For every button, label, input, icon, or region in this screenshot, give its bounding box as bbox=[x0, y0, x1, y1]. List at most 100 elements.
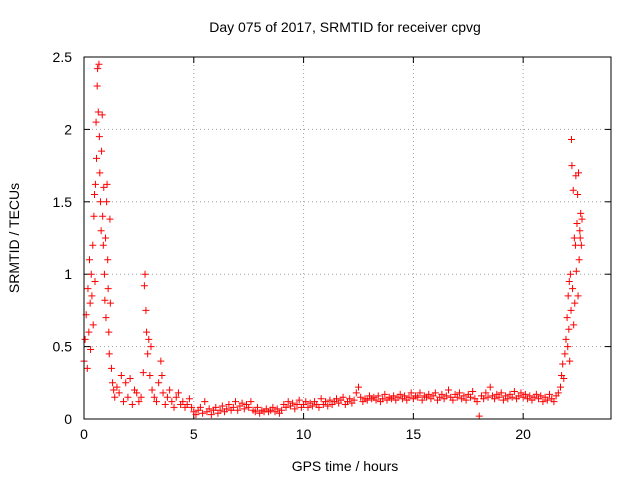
data-point bbox=[97, 227, 105, 235]
data-point bbox=[269, 403, 277, 411]
data-point bbox=[188, 403, 196, 411]
data-point bbox=[109, 379, 117, 387]
data-point bbox=[192, 411, 200, 419]
data-point bbox=[140, 282, 148, 290]
data-point bbox=[566, 270, 574, 278]
data-point bbox=[480, 395, 488, 403]
data-point bbox=[144, 350, 152, 358]
data-point bbox=[245, 403, 253, 411]
data-point bbox=[161, 401, 169, 409]
data-point bbox=[566, 357, 574, 365]
data-point bbox=[199, 409, 207, 417]
data-point bbox=[94, 65, 102, 73]
data-point bbox=[234, 406, 242, 414]
data-point bbox=[363, 396, 371, 404]
data-point bbox=[521, 390, 529, 398]
data-point bbox=[510, 387, 518, 395]
data-point bbox=[98, 147, 106, 155]
data-point bbox=[103, 180, 111, 188]
data-point bbox=[289, 399, 297, 407]
data-point bbox=[106, 299, 114, 307]
data-point bbox=[95, 60, 103, 68]
data-point bbox=[183, 401, 191, 409]
data-point bbox=[574, 191, 582, 199]
data-point bbox=[83, 364, 91, 372]
data-point bbox=[253, 403, 261, 411]
axis-ticks: 0 5 10 15 20 0 0.5 1 1.5 2 2.5 bbox=[53, 49, 611, 442]
data-point bbox=[381, 390, 389, 398]
data-point bbox=[339, 393, 347, 401]
x-tick-label: 5 bbox=[190, 426, 198, 442]
data-point bbox=[504, 395, 512, 403]
data-point bbox=[166, 386, 174, 394]
data-point bbox=[142, 306, 150, 314]
data-point bbox=[308, 402, 316, 410]
data-point bbox=[460, 392, 468, 400]
data-point bbox=[563, 314, 571, 322]
data-point bbox=[372, 396, 380, 404]
data-point bbox=[91, 277, 99, 285]
data-point bbox=[569, 186, 577, 194]
chart-title: Day 075 of 2017, SRMTID for receiver cpv… bbox=[209, 19, 481, 35]
data-point bbox=[232, 398, 240, 406]
data-point bbox=[107, 364, 115, 372]
data-point bbox=[475, 412, 483, 420]
data-point bbox=[133, 389, 141, 397]
data-point bbox=[185, 395, 193, 403]
data-point bbox=[418, 396, 426, 404]
data-point bbox=[102, 234, 110, 242]
data-point bbox=[401, 392, 409, 400]
data-point bbox=[495, 393, 503, 401]
data-point bbox=[284, 398, 292, 406]
y-axis-title: SRMTID / TECUs bbox=[6, 183, 22, 293]
data-point bbox=[179, 398, 187, 406]
data-point bbox=[322, 398, 330, 406]
data-point bbox=[110, 386, 118, 394]
data-point bbox=[357, 393, 365, 401]
data-point bbox=[98, 111, 106, 119]
data-point bbox=[87, 345, 95, 353]
data-point bbox=[84, 285, 92, 293]
data-points bbox=[80, 60, 586, 420]
data-point bbox=[539, 398, 547, 406]
data-point bbox=[346, 395, 354, 403]
data-point bbox=[497, 389, 505, 397]
data-point bbox=[573, 220, 581, 228]
data-point bbox=[212, 403, 220, 411]
data-point bbox=[93, 154, 101, 162]
data-point bbox=[139, 369, 147, 377]
data-point bbox=[324, 402, 332, 410]
data-point bbox=[172, 393, 180, 401]
data-point bbox=[564, 292, 572, 300]
data-point bbox=[86, 299, 94, 307]
data-point bbox=[462, 396, 470, 404]
data-point bbox=[225, 401, 233, 409]
y-tick-label: 2 bbox=[64, 121, 72, 137]
data-point bbox=[326, 396, 334, 404]
data-point bbox=[91, 191, 99, 199]
data-point bbox=[486, 383, 494, 391]
data-point bbox=[565, 277, 573, 285]
data-point bbox=[291, 405, 299, 413]
data-point bbox=[567, 136, 575, 144]
grid bbox=[84, 57, 611, 419]
data-point bbox=[223, 405, 231, 413]
plot-frame bbox=[83, 56, 612, 420]
data-point bbox=[431, 389, 439, 397]
y-tick-label: 1.5 bbox=[53, 194, 73, 210]
data-point bbox=[537, 392, 545, 400]
data-point bbox=[89, 241, 97, 249]
x-tick-label: 20 bbox=[515, 426, 531, 442]
data-point bbox=[152, 398, 160, 406]
data-point bbox=[128, 401, 136, 409]
data-point bbox=[90, 212, 98, 220]
data-point bbox=[315, 403, 323, 411]
data-point bbox=[445, 386, 453, 394]
data-point bbox=[526, 392, 534, 400]
data-point bbox=[564, 343, 572, 351]
data-point bbox=[111, 393, 119, 401]
data-point bbox=[576, 227, 584, 235]
data-point bbox=[425, 390, 433, 398]
data-point bbox=[449, 396, 457, 404]
data-point bbox=[473, 398, 481, 406]
